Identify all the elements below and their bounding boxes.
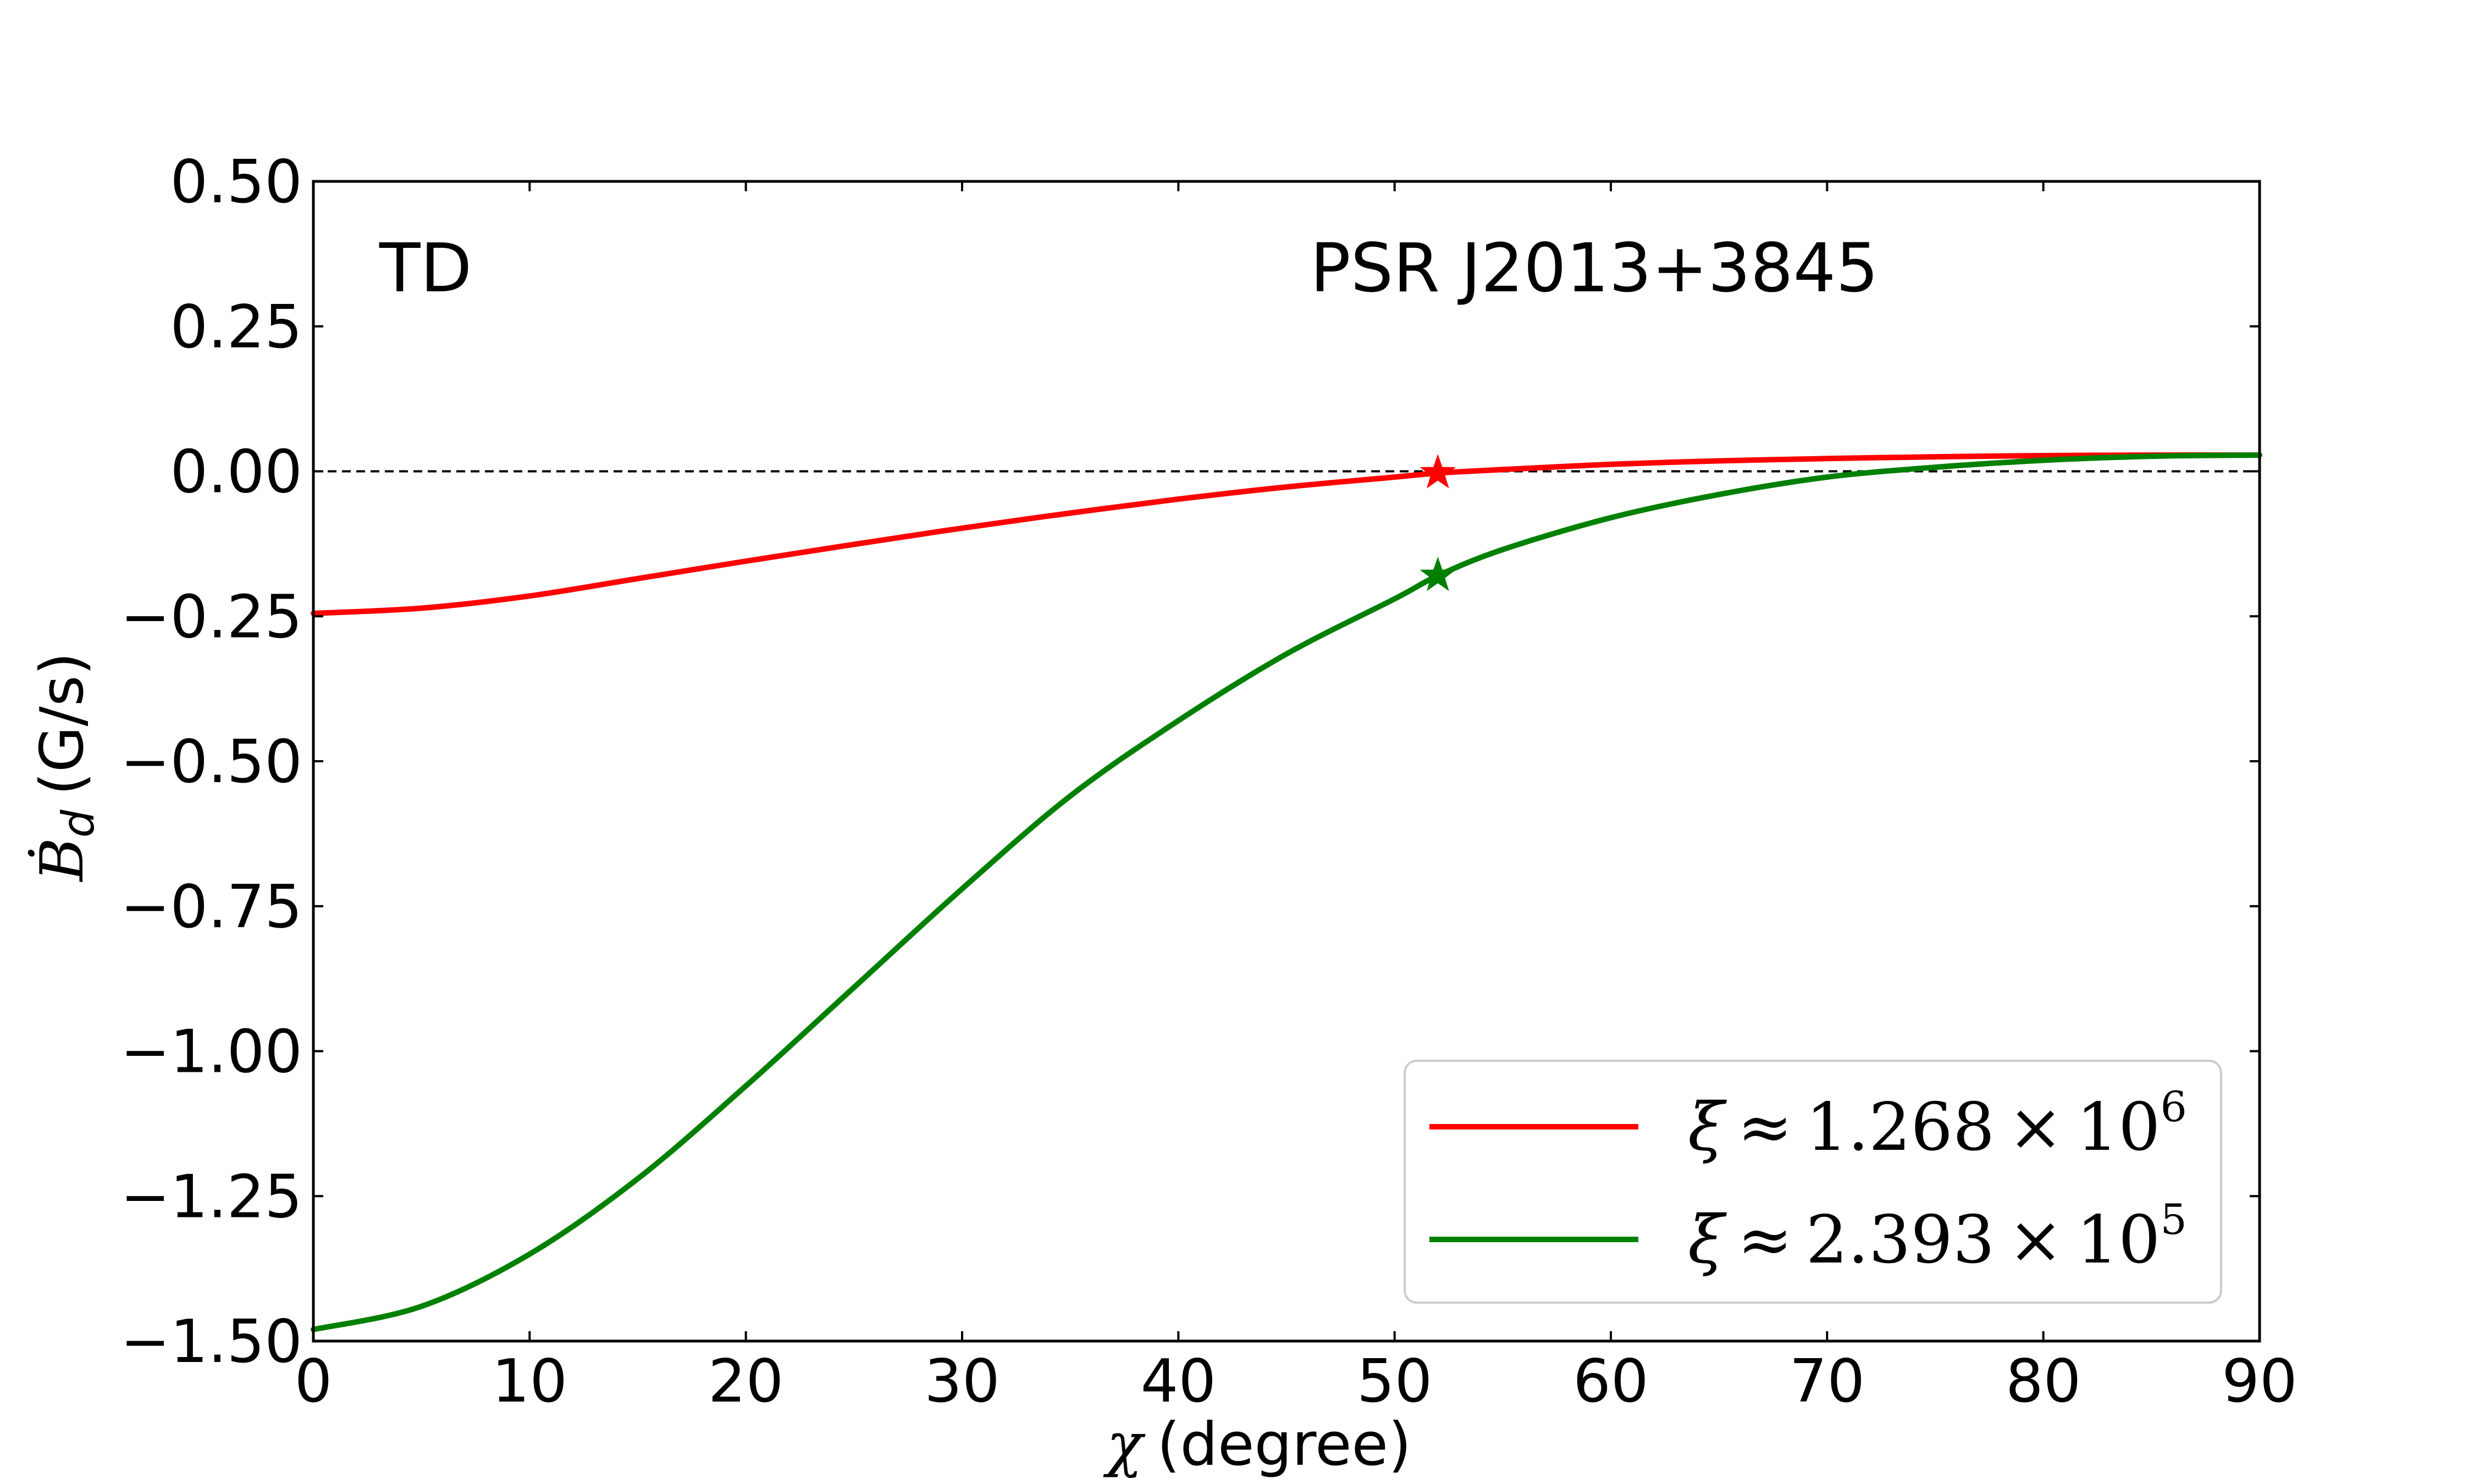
x-axis-label: χ (degree) xyxy=(1103,1410,1411,1479)
x-tick-label: 90 xyxy=(2222,1347,2297,1416)
x-tick-label: 60 xyxy=(1573,1347,1648,1416)
series-line-red xyxy=(311,452,2262,616)
y-tick-label: −0.50 xyxy=(120,728,302,796)
x-tick-label: 20 xyxy=(708,1347,783,1416)
x-axis-ticks: 0 10 20 30 40 50 60 70 80 90 xyxy=(295,181,2298,1416)
x-tick-label: 50 xyxy=(1357,1347,1432,1416)
x-tick-label: 30 xyxy=(924,1347,999,1416)
x-tick-label: 40 xyxy=(1141,1347,1216,1416)
y-tick-label: −1.00 xyxy=(120,1018,302,1087)
y-tick-label: −0.25 xyxy=(120,583,302,651)
y-axis-subscript: d xyxy=(53,809,104,838)
y-axis-ticks: 0.50 0.25 0.00 −0.25 −0.50 −0.75 −1.00 −1.25 −1.… xyxy=(120,148,2260,1376)
legend: ξ ≈1.268 × 106 ξ ≈2.393 × 105 xyxy=(1404,1060,2222,1304)
series-line-green xyxy=(311,452,2262,1332)
y-tick-label: −1.25 xyxy=(120,1162,302,1231)
x-tick-label: 0 xyxy=(295,1347,333,1416)
x-tick-label: 70 xyxy=(1790,1347,1865,1416)
legend-label-green: ξ ≈2.393 × 105 xyxy=(1688,1195,2187,1278)
y-tick-label: −1.50 xyxy=(120,1308,302,1376)
y-tick-label: 0.25 xyxy=(170,293,302,362)
markers xyxy=(1420,454,1456,591)
annotation-left: TD xyxy=(379,229,472,307)
y-tick-label: 0.00 xyxy=(170,438,302,507)
x-axis-symbol: χ xyxy=(1103,1410,1146,1479)
y-axis-label: Ḃd (G/s) xyxy=(27,652,104,883)
x-axis-text: (degree) xyxy=(1157,1410,1411,1479)
x-tick-label: 10 xyxy=(492,1347,567,1416)
legend-label-red: ξ ≈1.268 × 106 xyxy=(1688,1082,2187,1166)
series-marker-star-1 xyxy=(1420,556,1456,591)
x-tick-label: 80 xyxy=(2006,1347,2081,1416)
y-tick-label: −0.75 xyxy=(120,873,302,942)
y-tick-label: 0.50 xyxy=(170,148,302,217)
y-axis-text: (G/s) xyxy=(28,652,97,796)
y-axis-symbol: Ḃ xyxy=(27,838,97,882)
annotation-right: PSR J2013+3845 xyxy=(1310,229,1879,307)
series-marker-star-0 xyxy=(1420,454,1456,489)
